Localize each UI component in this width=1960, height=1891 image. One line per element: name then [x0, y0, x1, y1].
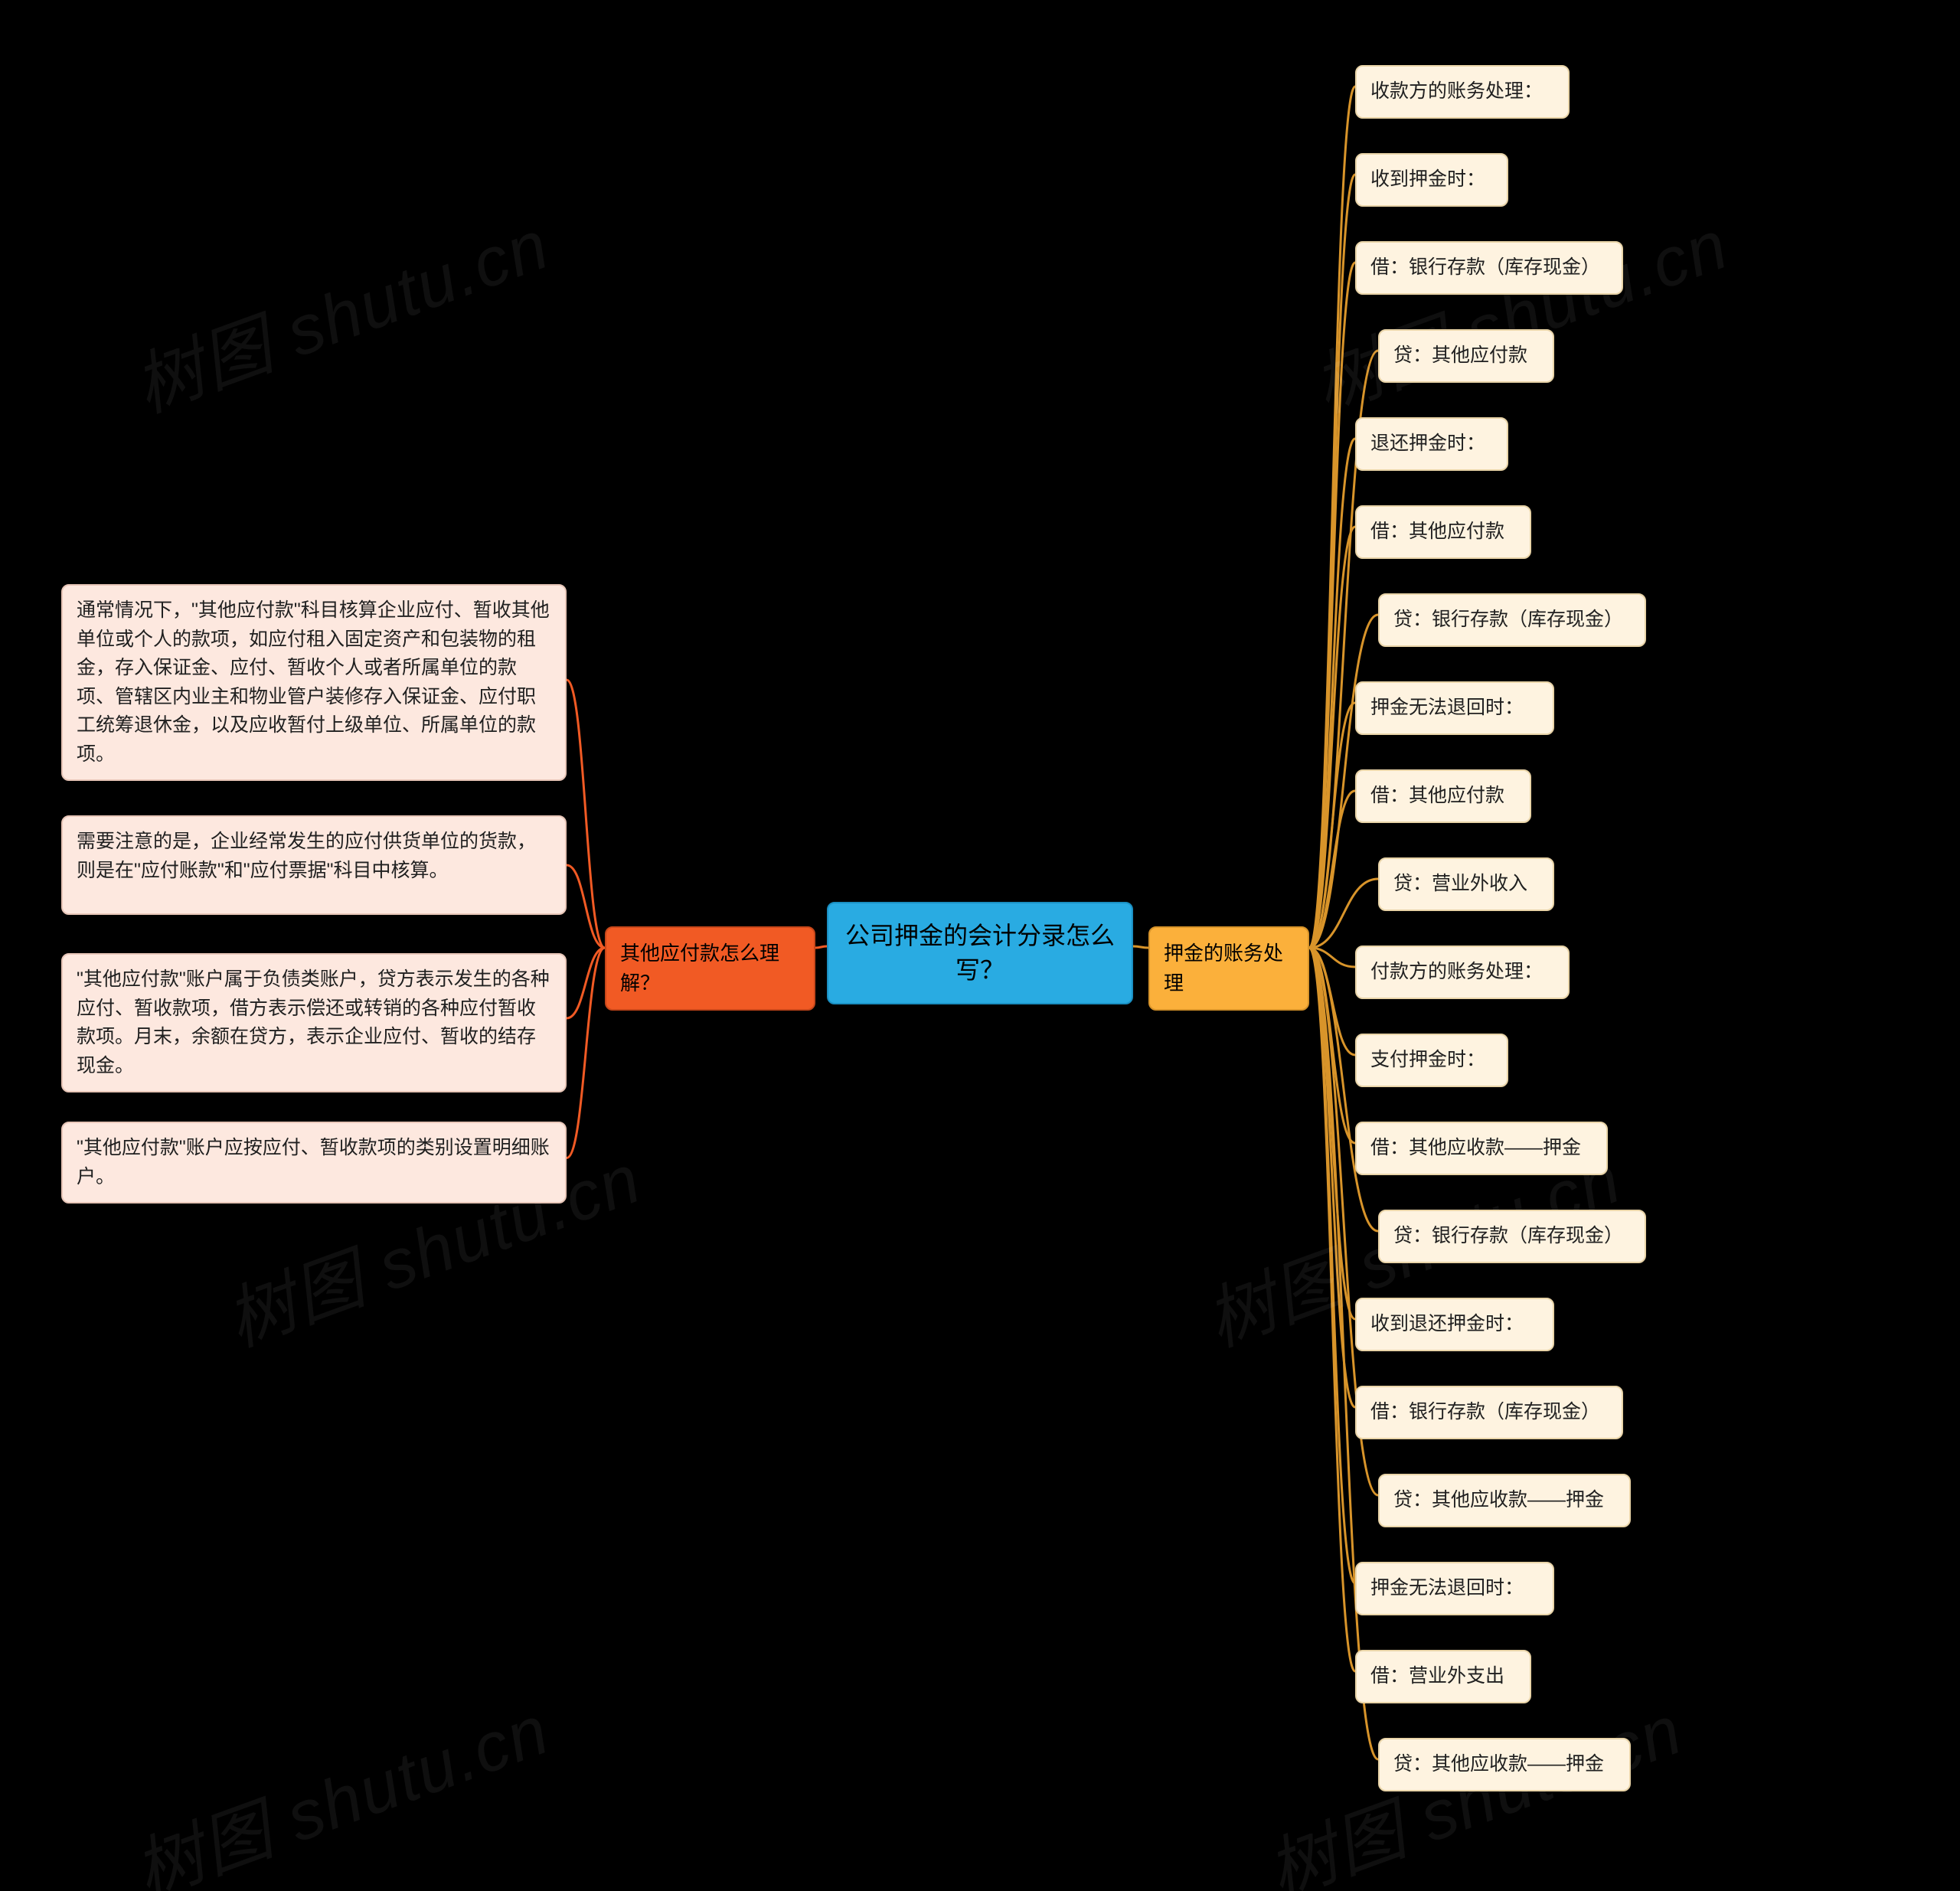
right-leaf-text: 借：其他应付款	[1370, 785, 1504, 806]
right-leaf-text: 收到退还押金时：	[1370, 1313, 1524, 1334]
branch-left-node[interactable]: 其他应付款怎么理解？	[605, 926, 815, 1011]
right-leaf-text: 借：其他应付款	[1370, 521, 1504, 542]
right-leaf-text: 押金无法退回时：	[1370, 697, 1524, 718]
watermark: 树图 shutu.cn	[119, 1674, 560, 1891]
right-leaf-text: 借：其他应收款——押金	[1370, 1137, 1581, 1158]
right-leaf-text: 收到押金时：	[1370, 168, 1485, 190]
right-leaf-text: 付款方的账务处理：	[1370, 961, 1543, 982]
left-leaf[interactable]: 通常情况下，"其他应付款"科目核算企业应付、暂收其他单位或个人的款项，如应付租入…	[61, 584, 567, 781]
right-leaf-text: 借：银行存款（库存现金）	[1370, 1401, 1600, 1422]
right-leaf[interactable]: 贷：其他应收款——押金	[1378, 1738, 1631, 1791]
right-leaf[interactable]: 借：营业外支出	[1355, 1650, 1531, 1703]
right-leaf[interactable]: 支付押金时：	[1355, 1034, 1508, 1087]
root-label-line2: 写？	[956, 956, 1004, 984]
right-leaf[interactable]: 借：其他应收款——押金	[1355, 1122, 1608, 1175]
left-leaf-text: "其他应付款"账户应按应付、暂收款项的类别设置明细账户。	[77, 1137, 550, 1187]
left-leaf[interactable]: 需要注意的是，企业经常发生的应付供货单位的货款，则是在"应付账款"和"应付票据"…	[61, 815, 567, 915]
right-leaf-text: 贷：银行存款（库存现金）	[1393, 1225, 1623, 1246]
right-leaf[interactable]: 收到押金时：	[1355, 153, 1508, 207]
left-leaf-text: "其他应付款"账户属于负债类账户，贷方表示发生的各种应付、暂收款项，借方表示偿还…	[77, 968, 550, 1076]
right-leaf-text: 押金无法退回时：	[1370, 1577, 1524, 1599]
right-leaf[interactable]: 押金无法退回时：	[1355, 681, 1554, 735]
root-node[interactable]: 公司押金的会计分录怎么 写？	[827, 902, 1133, 1004]
watermark: 树图 shutu.cn	[1298, 189, 1740, 431]
left-leaf-text: 需要注意的是，企业经常发生的应付供货单位的货款，则是在"应付账款"和"应付票据"…	[77, 831, 536, 881]
branch-right-label: 押金的账务处理	[1164, 942, 1283, 994]
left-leaf-text: 通常情况下，"其他应付款"科目核算企业应付、暂收其他单位或个人的款项，如应付租入…	[77, 599, 550, 765]
right-leaf-text: 借：营业外支出	[1370, 1665, 1504, 1687]
right-leaf-text: 贷：营业外收入	[1393, 873, 1527, 894]
right-leaf-text: 贷：其他应收款——押金	[1393, 1753, 1604, 1775]
branch-left-label: 其他应付款怎么理解？	[620, 942, 779, 994]
mindmap-canvas: 树图 shutu.cn 树图 shutu.cn 树图 shutu.cn 树图 s…	[0, 0, 1960, 1891]
right-leaf-text: 贷：银行存款（库存现金）	[1393, 609, 1623, 630]
right-leaf-text: 贷：其他应收款——押金	[1393, 1489, 1604, 1511]
left-leaf[interactable]: "其他应付款"账户属于负债类账户，贷方表示发生的各种应付、暂收款项，借方表示偿还…	[61, 953, 567, 1092]
right-leaf-text: 支付押金时：	[1370, 1049, 1485, 1070]
root-label-line1: 公司押金的会计分录怎么	[845, 922, 1115, 949]
right-leaf[interactable]: 贷：其他应收款——押金	[1378, 1474, 1631, 1527]
right-leaf[interactable]: 借：其他应付款	[1355, 505, 1531, 559]
right-leaf[interactable]: 借：银行存款（库存现金）	[1355, 1386, 1623, 1439]
right-leaf[interactable]: 收到退还押金时：	[1355, 1298, 1554, 1351]
right-leaf[interactable]: 借：其他应付款	[1355, 769, 1531, 823]
right-leaf-text: 退还押金时：	[1370, 433, 1485, 454]
right-leaf[interactable]: 付款方的账务处理：	[1355, 946, 1570, 999]
right-leaf-text: 贷：其他应付款	[1393, 345, 1527, 366]
right-leaf[interactable]: 借：银行存款（库存现金）	[1355, 241, 1623, 295]
right-leaf[interactable]: 贷：其他应付款	[1378, 329, 1554, 383]
right-leaf[interactable]: 押金无法退回时：	[1355, 1562, 1554, 1615]
right-leaf[interactable]: 贷：营业外收入	[1378, 857, 1554, 911]
right-leaf[interactable]: 贷：银行存款（库存现金）	[1378, 593, 1646, 647]
left-leaf[interactable]: "其他应付款"账户应按应付、暂收款项的类别设置明细账户。	[61, 1122, 567, 1204]
watermark: 树图 shutu.cn	[119, 189, 560, 431]
right-leaf[interactable]: 退还押金时：	[1355, 417, 1508, 471]
branch-right-node[interactable]: 押金的账务处理	[1148, 926, 1309, 1011]
right-leaf-text: 收款方的账务处理：	[1370, 80, 1543, 102]
right-leaf-text: 借：银行存款（库存现金）	[1370, 256, 1600, 278]
right-leaf[interactable]: 贷：银行存款（库存现金）	[1378, 1210, 1646, 1263]
right-leaf[interactable]: 收款方的账务处理：	[1355, 65, 1570, 119]
